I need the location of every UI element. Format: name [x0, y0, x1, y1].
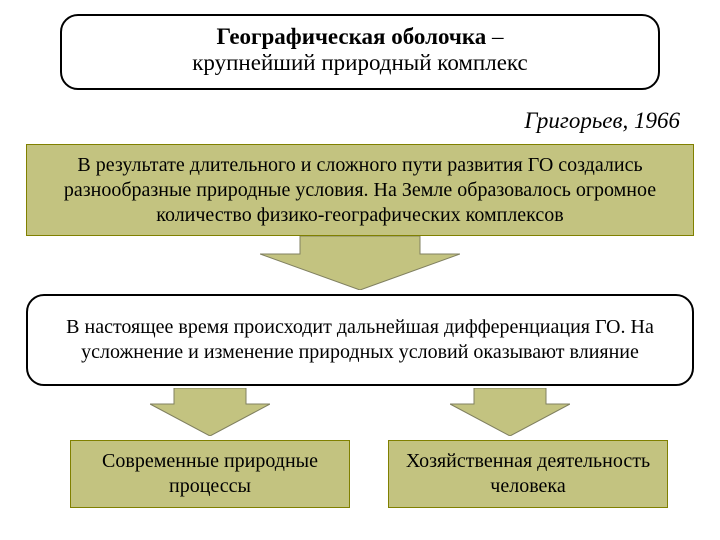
factor-box-human: Хозяйственная деятельность человека [388, 440, 668, 508]
factor-box-natural-text: Современные природные процессы [75, 449, 345, 499]
result-block-text: В результате длительного и сложного пути… [41, 153, 679, 228]
arrow-down-right [450, 388, 570, 436]
factor-box-human-text: Хозяйственная деятельность человека [393, 449, 663, 499]
arrow-down-big [260, 236, 460, 290]
current-block: В настоящее время происходит дальнейшая … [26, 294, 694, 386]
arrow-shape [450, 388, 570, 436]
title-box: Географическая оболочка – крупнейший при… [60, 14, 660, 90]
attribution: Григорьев, 1966 [524, 108, 680, 134]
factor-box-natural: Современные природные процессы [70, 440, 350, 508]
current-block-text: В настоящее время происходит дальнейшая … [42, 315, 678, 365]
title-main: Географическая оболочка [216, 24, 486, 49]
title-sub: крупнейший природный комплекс [72, 50, 648, 76]
arrow-shape [260, 236, 460, 290]
arrow-shape [150, 388, 270, 436]
title-dash: – [486, 24, 503, 49]
arrow-down-left [150, 388, 270, 436]
result-block: В результате длительного и сложного пути… [26, 144, 694, 236]
